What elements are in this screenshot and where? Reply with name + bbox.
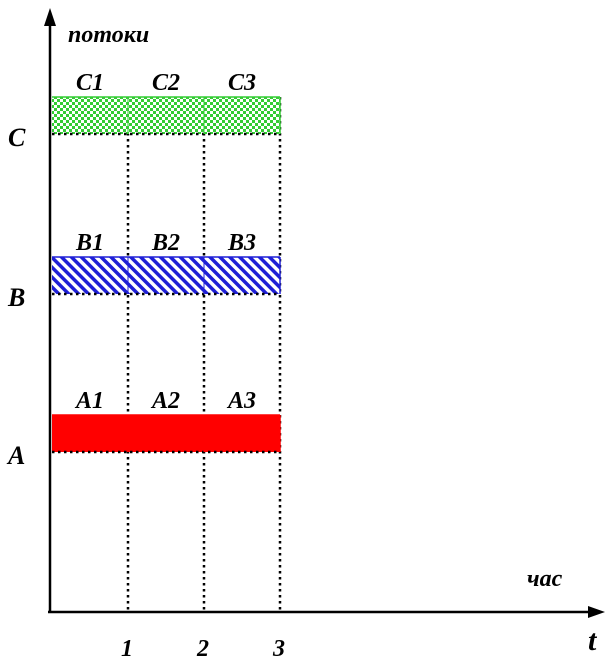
stream-bar-b: [52, 257, 280, 294]
segment-label-c1: C1: [76, 70, 104, 96]
stream-label-b: B: [7, 283, 25, 312]
stream-bars: [52, 96, 281, 454]
segment-label-c2: C2: [152, 70, 180, 96]
x-tick-labels: 1 2 3: [121, 636, 285, 661]
stream-bar-c: [52, 97, 280, 134]
x-axis-symbol: t: [588, 624, 598, 657]
stream-bar-a: [52, 415, 280, 452]
segment-label-a3: A3: [226, 388, 256, 414]
x-axis-unit-label: час: [527, 566, 563, 592]
segment-label-a2: A2: [150, 388, 180, 414]
segment-label-b1: B1: [75, 230, 104, 256]
time-guide-lines: [126, 97, 282, 612]
segment-label-a1: A1: [74, 388, 104, 414]
x-tick-label: 3: [272, 636, 285, 661]
x-axis-arrow-icon: [588, 606, 605, 618]
stream-labels: C B A: [6, 123, 26, 470]
stream-label-c: C: [8, 123, 26, 152]
segment-labels: C1 C2 C3 B1 B2 B3 A1 A2 A3: [74, 70, 256, 414]
y-axis-arrow-icon: [44, 8, 56, 26]
y-axis-label: потоки: [68, 22, 149, 48]
x-tick-label: 2: [196, 636, 209, 661]
stream-label-a: A: [6, 441, 25, 470]
axes: [44, 8, 605, 618]
x-tick-label: 1: [121, 636, 133, 661]
segment-label-c3: C3: [228, 70, 256, 96]
segment-label-b3: B3: [227, 230, 256, 256]
segment-label-b2: B2: [151, 230, 180, 256]
